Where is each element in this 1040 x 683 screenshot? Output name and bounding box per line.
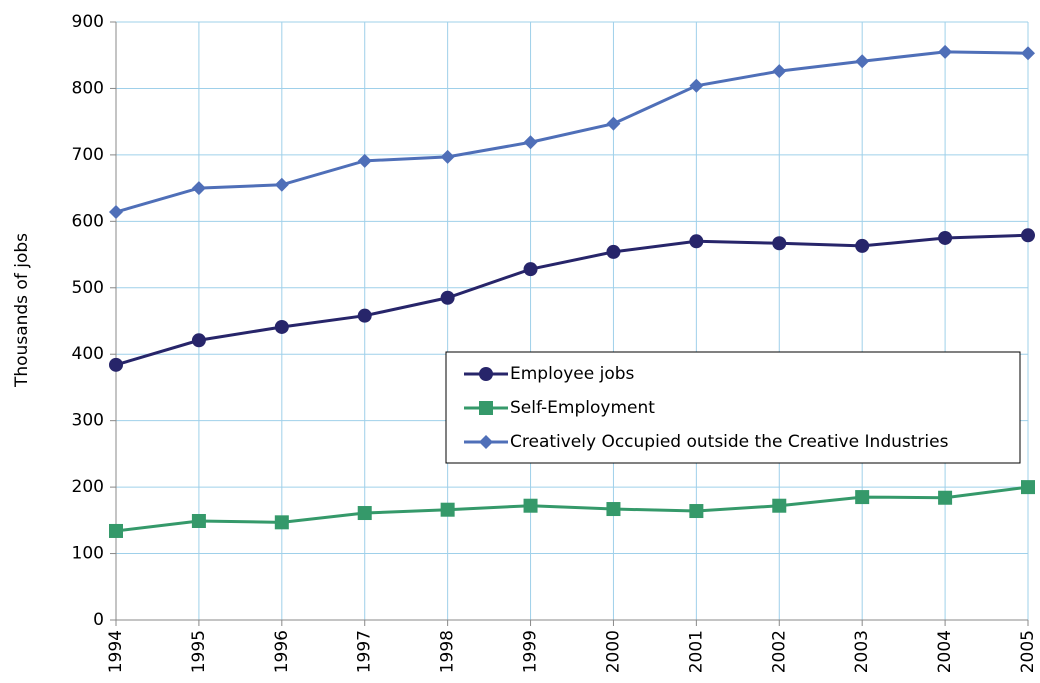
marker: [1021, 480, 1035, 495]
series-line: [115, 485, 1029, 533]
marker: [689, 234, 704, 249]
marker: [274, 177, 289, 192]
marker: [109, 205, 123, 220]
marker: [479, 367, 493, 381]
marker: [440, 149, 455, 164]
marker: [357, 308, 372, 323]
marker: [1021, 46, 1035, 61]
marker: [606, 244, 621, 259]
marker: [938, 44, 953, 59]
marker: [772, 498, 787, 513]
marker: [274, 515, 289, 530]
marker: [274, 319, 289, 334]
marker: [855, 490, 870, 505]
x-tick-label: 1996: [272, 630, 292, 673]
y-tick-label: 800: [72, 78, 104, 98]
y-tick-label: 500: [72, 278, 104, 298]
marker: [357, 506, 372, 521]
series-line: [115, 50, 1029, 214]
series-line: [115, 233, 1029, 367]
marker: [938, 230, 953, 245]
x-tick-label: 2004: [935, 630, 955, 673]
marker: [1021, 228, 1035, 243]
marker: [523, 262, 538, 277]
x-tick-label: 2005: [1018, 630, 1038, 673]
marker: [191, 513, 206, 528]
y-tick-label: 400: [72, 344, 104, 364]
marker: [440, 502, 455, 517]
x-tick-label: 1995: [189, 630, 209, 673]
y-tick-label: 600: [72, 211, 104, 231]
marker: [855, 54, 870, 69]
marker: [109, 523, 123, 538]
x-tick-label: 1999: [521, 630, 541, 673]
y-tick-label: 300: [72, 411, 104, 431]
marker: [772, 64, 787, 79]
marker: [689, 78, 704, 93]
marker: [523, 135, 538, 150]
marker: [191, 333, 206, 348]
y-tick-label: 0: [93, 610, 104, 630]
x-tick-label: 1997: [355, 630, 375, 673]
legend-label: Creatively Occupied outside the Creative…: [510, 432, 949, 452]
marker: [606, 116, 621, 131]
legend-label: Employee jobs: [510, 364, 635, 384]
y-tick-label: 700: [72, 145, 104, 165]
marker: [357, 153, 372, 168]
x-tick-label: 2002: [769, 630, 789, 673]
marker: [479, 401, 493, 415]
x-tick-label: 2000: [603, 630, 623, 673]
y-axis-label: Thousands of jobs: [12, 233, 32, 388]
marker: [479, 435, 493, 449]
marker: [523, 498, 538, 513]
x-tick-label: 2003: [852, 630, 872, 673]
marker: [772, 236, 787, 251]
marker: [689, 504, 704, 519]
marker: [109, 357, 123, 372]
marker: [440, 290, 455, 305]
marker: [191, 181, 206, 196]
x-tick-label: 1994: [106, 630, 126, 673]
marker: [938, 490, 953, 505]
legend-box: [445, 351, 1021, 464]
y-tick-label: 100: [72, 544, 104, 564]
y-tick-label: 200: [72, 477, 104, 497]
legend-label: Self-Employment: [510, 398, 655, 418]
marker: [606, 502, 621, 517]
marker: [855, 238, 870, 253]
x-tick-label: 2001: [686, 630, 706, 673]
x-tick-label: 1998: [438, 630, 458, 673]
y-tick-label: 900: [72, 12, 104, 32]
